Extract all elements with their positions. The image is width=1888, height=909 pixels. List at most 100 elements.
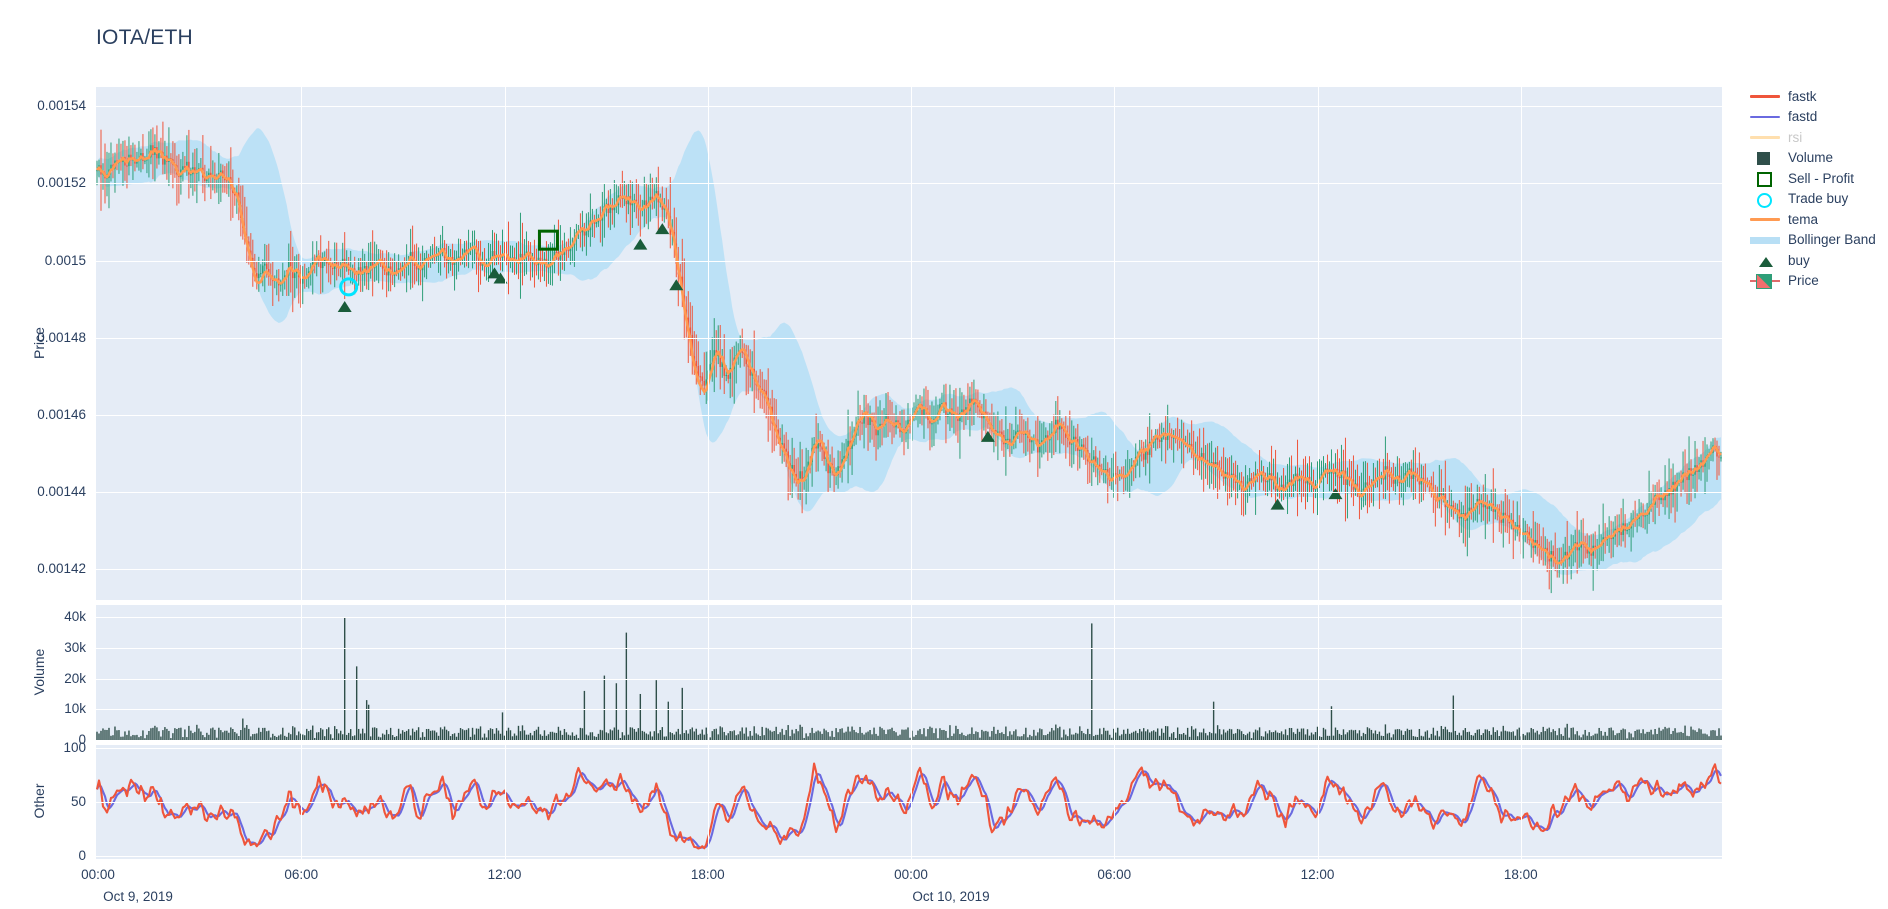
chart-legend[interactable]: fastk fastd rsi Volume Sell - Profit Trade bu… [1748,86,1888,291]
buy-marker[interactable] [669,279,684,291]
fastk-line [96,762,1722,850]
volume-bar [933,733,935,740]
candle-body [1594,545,1596,548]
volume-bar [805,733,807,740]
volume-bar [1660,730,1662,740]
buy-marker[interactable] [1328,488,1343,500]
trade-buy-markers[interactable] [339,277,359,297]
volume-bar [941,730,943,740]
volume-bar [1075,732,1077,740]
volume-bar [909,737,911,740]
volume-bar [1095,734,1097,740]
buy-marker[interactable] [655,223,670,235]
volume-bar [1115,732,1117,740]
volume-bar [417,727,420,740]
volume-bar [371,727,374,740]
buy-marker[interactable] [1270,498,1285,510]
buy-marker[interactable] [487,267,502,279]
volume-bar [405,730,408,740]
volume-bar [527,734,530,740]
gridline-horizontal [96,617,1722,618]
volume-bar [126,734,128,740]
volume-bar [899,734,901,740]
volume-bar [1037,732,1039,740]
volume-bar [1352,730,1355,740]
buy-marker[interactable] [980,430,995,442]
volume-bar [114,726,116,740]
volume-bar [935,728,937,740]
volume-bar [791,729,793,740]
buy-marker[interactable] [633,238,648,250]
legend-item-tema[interactable]: tema [1748,209,1888,230]
volume-bar [1005,726,1007,740]
legend-item-price[interactable]: Price [1748,271,1888,292]
volume-bar [308,731,310,740]
volume-bar [178,727,180,740]
gridline-vertical [1318,87,1319,600]
volume-bar [106,729,108,740]
candle-body [719,353,722,367]
volume-axis-title: Volume [31,648,47,695]
volume-bar [703,734,705,740]
trade-buy-marker[interactable] [339,277,359,297]
volume-bar [355,666,358,740]
volume-bar [1398,729,1401,740]
volume-bar [1330,706,1333,740]
candle-body [687,317,690,328]
legend-label: Bollinger Band [1788,232,1876,248]
candle-body [1282,484,1285,491]
volume-bar [1706,734,1708,740]
volume-bar [947,737,949,740]
volume-bar [1047,733,1049,740]
x-axis-tick: 00:00 [81,867,115,882]
volume-bar [180,727,182,740]
volume-bar [1492,727,1494,740]
volume-bar [160,736,162,740]
legend-item-sell-profit[interactable]: Sell - Profit [1748,168,1888,189]
volume-bar [1328,735,1331,740]
legend-symbol-hollow-circle-icon [1748,189,1782,209]
buy-marker[interactable] [337,301,352,313]
volume-bar [264,727,266,740]
sell-profit-markers[interactable] [537,229,559,251]
volume-bar [1574,734,1576,740]
candle-body [741,351,744,353]
candle-body [1248,478,1251,482]
candle-body [186,161,188,168]
volume-bar [232,728,234,740]
legend-item-trade-buy[interactable]: Trade buy [1748,189,1888,210]
buy-markers[interactable] [337,223,1343,510]
volume-bar [793,733,795,740]
volume-bar [1027,737,1029,740]
volume-bar [1566,723,1568,740]
buy-marker[interactable] [493,272,508,284]
legend-item-volume[interactable]: Volume [1748,148,1888,169]
candle-body [1094,456,1097,467]
legend-item-rsi[interactable]: rsi [1748,127,1888,148]
volume-bar [304,735,306,740]
volume-y-tick: 0 [78,732,86,747]
volume-bar [1180,734,1183,740]
volume-bar [316,732,318,740]
volume-bar [1137,733,1139,740]
candle-body [259,273,262,275]
candle-body [539,257,542,263]
volume-bar [1216,725,1219,740]
volume-bar [1069,728,1071,740]
x-axis-tick: 18:00 [690,867,725,882]
candle-body [729,367,732,379]
volume-bar [407,729,410,740]
gridline-horizontal [96,679,1722,680]
legend-item-bollinger-band[interactable]: Bollinger Band [1748,230,1888,251]
volume-bar [1288,727,1291,740]
volume-bar [1678,732,1680,740]
legend-item-buy[interactable]: buy [1748,250,1888,271]
legend-item-fastd[interactable]: fastd [1748,107,1888,128]
volume-bar [1650,729,1652,740]
legend-item-fastk[interactable]: fastk [1748,86,1888,107]
sell-profit-marker[interactable] [537,229,559,251]
volume-bar [919,729,921,740]
price-y-tick: 0.00152 [37,175,86,191]
volume-bar [164,727,166,740]
volume-bar [487,730,490,740]
